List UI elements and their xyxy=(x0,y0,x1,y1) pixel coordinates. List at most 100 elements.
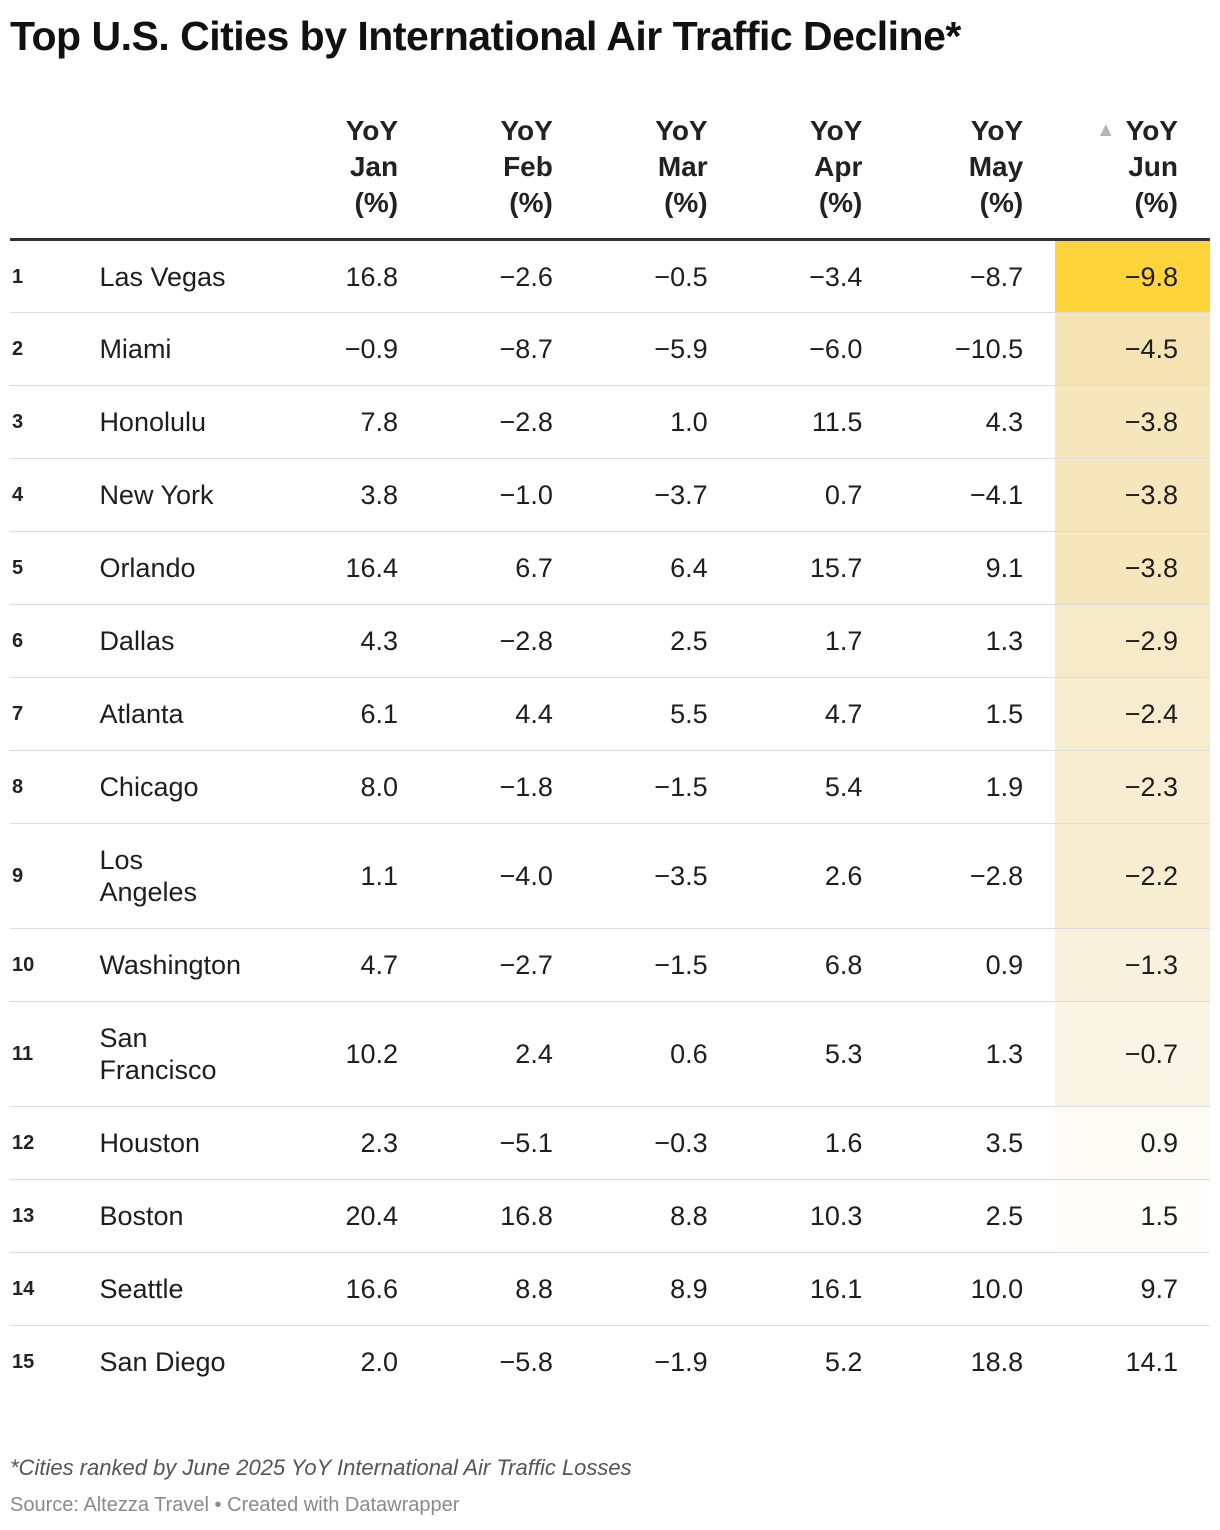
value-cell-jan: 16.6 xyxy=(275,1252,431,1326)
value-cell-mar: −1.9 xyxy=(654,1347,708,1378)
value-cell-mar: −3.7 xyxy=(584,458,740,532)
city-cell: Washington xyxy=(99,928,276,1002)
value-cell-jun: 0.9 xyxy=(1055,1106,1210,1180)
value-cell-may: 9.1 xyxy=(894,531,1056,605)
triangle-up-icon[interactable]: ▲ xyxy=(1095,119,1116,141)
header-may-line-2: May xyxy=(968,151,1024,182)
value-cell-jun: −2.4 xyxy=(1055,677,1210,751)
value-cell-jan: 4.7 xyxy=(275,928,431,1002)
header-jan-line-3: (%) xyxy=(354,187,399,218)
value-cell-jun: 9.7 xyxy=(1055,1252,1210,1326)
rank-cell: 5 xyxy=(10,531,100,605)
value-cell-jun: −9.8 xyxy=(1055,239,1210,313)
value-cell-feb: 8.8 xyxy=(430,1252,585,1326)
table-row: 15 San Diego 2.0 −5.8 −1.9 5.2 18.8 14.1 xyxy=(10,1325,1210,1399)
header-city xyxy=(99,112,276,241)
table-row: 14 Seattle 16.6 8.8 8.9 16.1 10.0 9.7 xyxy=(10,1252,1210,1326)
table-row: 8 Chicago 8.0 −1.8 −1.5 5.4 1.9 −2.3 xyxy=(10,750,1210,824)
rank-cell: 2 xyxy=(10,312,100,386)
value-cell-mar: −1.5 xyxy=(584,750,740,824)
rank-cell: 15 xyxy=(12,1351,35,1374)
value-cell-feb: −1.0 xyxy=(430,458,585,532)
header-feb-line-2: Feb xyxy=(503,151,553,182)
value-cell-mar: 8.8 xyxy=(584,1179,740,1253)
header-mar-line-3: (%) xyxy=(664,187,708,218)
header-apr-line-1: YoY xyxy=(809,115,863,146)
rank-cell: 4 xyxy=(10,458,100,532)
value-cell-jan: 16.4 xyxy=(275,531,431,605)
header-jan[interactable]: YoY Jan (%) xyxy=(275,112,431,241)
value-cell-apr: 1.7 xyxy=(739,604,895,678)
value-cell-may: 1.3 xyxy=(894,1001,1056,1107)
value-cell-may: 18.8 xyxy=(970,1347,1024,1378)
header-mar[interactable]: YoY Mar (%) xyxy=(584,112,740,241)
header-jun-line-1-text: YoY xyxy=(1125,115,1178,146)
value-cell-jun: −4.5 xyxy=(1055,312,1210,386)
value-cell-apr: 16.1 xyxy=(739,1252,895,1326)
value-cell-apr: −6.0 xyxy=(739,312,895,386)
city-cell: New York xyxy=(99,458,276,532)
value-cell-mar: 1.0 xyxy=(584,385,740,459)
value-cell-feb: −2.8 xyxy=(430,604,585,678)
value-cell-may: 1.3 xyxy=(894,604,1056,678)
city-cell: Boston xyxy=(99,1179,276,1253)
header-jan-line-1: YoY xyxy=(345,115,399,146)
value-cell-feb: −2.7 xyxy=(430,928,585,1002)
value-cell-jan: 3.8 xyxy=(275,458,431,532)
header-feb[interactable]: YoY Feb (%) xyxy=(430,112,585,241)
header-jun-line-1: ▲ YoY xyxy=(1055,112,1178,149)
rank-cell: 9 xyxy=(10,823,100,929)
value-cell-apr: 1.6 xyxy=(739,1106,895,1180)
city-cell: Seattle xyxy=(99,1252,276,1326)
value-cell-jan: 7.8 xyxy=(275,385,431,459)
value-cell-jun: −0.7 xyxy=(1055,1001,1210,1107)
chart-title: Top U.S. Cities by International Air Tra… xyxy=(10,13,961,59)
value-cell-mar: −0.5 xyxy=(584,239,740,313)
value-cell-jun: −2.3 xyxy=(1055,750,1210,824)
value-cell-feb: −2.8 xyxy=(430,385,585,459)
table-row: 7 Atlanta 6.1 4.4 5.5 4.7 1.5 −2.4 xyxy=(10,677,1210,751)
table-row: 11 San Francisco 10.2 2.4 0.6 5.3 1.3 −0.7 xyxy=(10,1001,1210,1107)
header-feb-line-3: (%) xyxy=(509,187,553,218)
value-cell-jan: 6.1 xyxy=(275,677,431,751)
table-row: 2 Miami −0.9 −8.7 −5.9 −6.0 −10.5 −4.5 xyxy=(10,312,1210,386)
value-cell-may: −8.7 xyxy=(894,239,1056,313)
value-cell-may: 1.9 xyxy=(894,750,1056,824)
table-row: 12 Houston 2.3 −5.1 −0.3 1.6 3.5 0.9 xyxy=(10,1106,1210,1180)
value-cell-jan: 20.4 xyxy=(275,1179,431,1253)
city-cell: Dallas xyxy=(99,604,276,678)
value-cell-jan: 8.0 xyxy=(275,750,431,824)
header-jan-line-2: Jan xyxy=(349,151,399,182)
rank-cell: 14 xyxy=(10,1252,100,1326)
value-cell-jan: −0.9 xyxy=(275,312,431,386)
value-cell-mar: −5.9 xyxy=(584,312,740,386)
header-jun[interactable]: ▲ YoY Jun (%) xyxy=(1055,112,1210,241)
value-cell-apr: 2.6 xyxy=(739,823,895,929)
value-cell-may: 1.5 xyxy=(894,677,1056,751)
rank-cell: 1 xyxy=(10,239,100,313)
value-cell-apr: 10.3 xyxy=(739,1179,895,1253)
value-cell-jan: 10.2 xyxy=(275,1001,431,1107)
header-may[interactable]: YoY May (%) xyxy=(894,112,1056,241)
city-cell: Atlanta xyxy=(99,677,276,751)
value-cell-apr: 6.8 xyxy=(739,928,895,1002)
value-cell-mar: 8.9 xyxy=(584,1252,740,1326)
header-mar-line-2: Mar xyxy=(657,151,708,182)
value-cell-jun: −3.8 xyxy=(1055,531,1210,605)
city-cell: Houston xyxy=(99,1106,276,1180)
city-cell: Honolulu xyxy=(99,385,276,459)
city-cell: San Francisco xyxy=(99,1001,276,1107)
value-cell-apr: 4.7 xyxy=(739,677,895,751)
value-cell-may: −10.5 xyxy=(894,312,1056,386)
value-cell-apr: 15.7 xyxy=(739,531,895,605)
value-cell-mar: 2.5 xyxy=(584,604,740,678)
value-cell-feb: 16.8 xyxy=(430,1179,585,1253)
rank-cell: 13 xyxy=(10,1179,100,1253)
header-feb-line-1: YoY xyxy=(500,115,553,146)
header-apr[interactable]: YoY Apr (%) xyxy=(739,112,895,241)
header-jun-line-3: (%) xyxy=(1134,187,1178,218)
city-cell: Miami xyxy=(99,312,276,386)
value-cell-jun: −3.8 xyxy=(1055,458,1210,532)
city-cell: Orlando xyxy=(99,531,276,605)
value-cell-mar: −3.5 xyxy=(584,823,740,929)
